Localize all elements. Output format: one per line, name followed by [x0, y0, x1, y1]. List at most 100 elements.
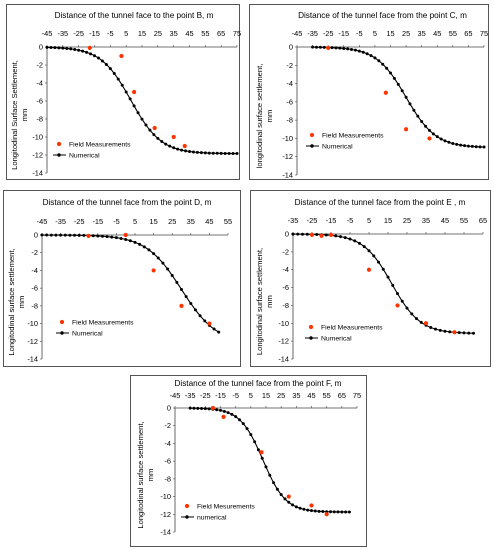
numerical-marker [317, 509, 321, 513]
numerical-marker [389, 71, 392, 75]
numerical-marker [447, 140, 451, 144]
legend-numerical-marker [309, 336, 313, 340]
legend-field-marker [56, 141, 62, 147]
numerical-marker [404, 95, 408, 99]
x-tick-label: 15 [262, 391, 270, 400]
numerical-marker [96, 234, 100, 238]
field-measurement-point [151, 268, 156, 273]
y-tick-label: -6 [31, 284, 38, 293]
numerical-marker [180, 148, 184, 152]
x-tick-label: 15 [149, 217, 157, 226]
numerical-marker [296, 232, 300, 236]
numerical-marker [332, 510, 336, 514]
numerical-marker [237, 418, 241, 422]
numerical-marker [279, 493, 283, 497]
legend-field-marker [308, 324, 314, 330]
numerical-series-line [292, 233, 474, 334]
field-measurement-point [328, 232, 334, 237]
numerical-marker [466, 144, 470, 148]
numerical-marker [391, 283, 395, 287]
x-tick-label: 25 [168, 217, 176, 226]
numerical-marker [427, 128, 431, 132]
x-tick-label: 15 [384, 216, 392, 225]
field-measurement-point [383, 90, 388, 95]
y-tick-label: -2 [164, 421, 171, 430]
x-tick-label: 65 [217, 29, 225, 38]
numerical-marker [164, 142, 168, 146]
numerical-marker [156, 136, 160, 140]
numerical-marker [377, 260, 380, 264]
numerical-marker [336, 510, 340, 514]
field-measurement-point [309, 503, 314, 508]
y-tick-label: -12 [27, 337, 38, 346]
numerical-marker [253, 440, 257, 444]
x-tick-label: -25 [307, 216, 318, 225]
numerical-marker [470, 144, 474, 148]
numerical-marker [192, 406, 196, 410]
y-tick-label: 0 [167, 404, 171, 413]
x-tick-label: 75 [233, 29, 241, 38]
numerical-marker [132, 104, 136, 108]
numerical-marker [306, 508, 310, 512]
y-tick-label: -10 [278, 319, 289, 328]
numerical-marker [128, 97, 132, 101]
x-tick-label: 55 [449, 29, 457, 38]
field-measurement-point [286, 494, 291, 499]
numerical-marker [142, 245, 146, 249]
numerical-marker [420, 120, 424, 124]
legend-numerical-marker [310, 144, 314, 148]
legend-numerical-label: Numerical [321, 336, 352, 343]
numerical-marker [431, 132, 435, 136]
numerical-series-line [46, 46, 238, 155]
chart-panel-b: Distance of the tunnel face to the point… [6, 4, 241, 180]
numerical-marker [160, 140, 164, 144]
numerical-marker [322, 45, 326, 49]
numerical-marker [184, 149, 188, 153]
numerical-marker [222, 409, 226, 413]
x-tick-label: -35 [57, 29, 68, 38]
x-tick-label: 55 [323, 391, 331, 400]
x-tick-label: -15 [89, 29, 100, 38]
numerical-marker [357, 49, 361, 53]
field-measurement-point [452, 330, 457, 335]
numerical-marker [69, 47, 73, 51]
numerical-marker [369, 54, 373, 58]
x-tick-label: 5 [124, 29, 128, 38]
numerical-marker [116, 77, 120, 81]
y-tick-label: -10 [27, 319, 38, 328]
numerical-marker [89, 52, 93, 56]
y-tick-label: -12 [160, 510, 171, 519]
x-tick-label: -5 [232, 391, 239, 400]
legend-field-marker [309, 132, 315, 138]
numerical-marker [77, 48, 81, 52]
field-measurement-point [324, 512, 329, 517]
numerical-marker [249, 433, 253, 437]
numerical-marker [54, 233, 58, 237]
y-tick-label: 0 [285, 230, 289, 239]
numerical-marker [241, 422, 245, 426]
y-tick-label: -4 [36, 79, 43, 88]
numerical-marker [138, 242, 142, 246]
numerical-marker [49, 233, 53, 237]
x-tick-label: -15 [215, 391, 226, 400]
numerical-marker [439, 137, 443, 141]
chart-svg-d: Distance of the tunnel face from the poi… [7, 198, 232, 364]
numerical-marker [373, 56, 377, 60]
numerical-marker [148, 128, 152, 132]
y-axis-title: mm [146, 469, 155, 482]
numerical-marker [82, 233, 86, 237]
chart-panel-e: Distance of the tunnel face from the poi… [250, 190, 491, 367]
numerical-marker [330, 46, 334, 50]
field-measurement-point [123, 232, 128, 238]
numerical-marker [478, 145, 482, 149]
y-tick-label: -8 [36, 115, 43, 124]
numerical-marker [347, 510, 351, 514]
chart-svg-f: Distance of the tunnel face from the poi… [136, 379, 361, 537]
field-measurement-point [309, 232, 315, 237]
numerical-marker [219, 408, 222, 412]
x-tick-label: -35 [55, 217, 66, 226]
numerical-marker [191, 150, 195, 154]
numerical-marker [419, 320, 423, 324]
x-tick-label: -5 [356, 29, 363, 38]
field-measurement-point [427, 136, 432, 141]
